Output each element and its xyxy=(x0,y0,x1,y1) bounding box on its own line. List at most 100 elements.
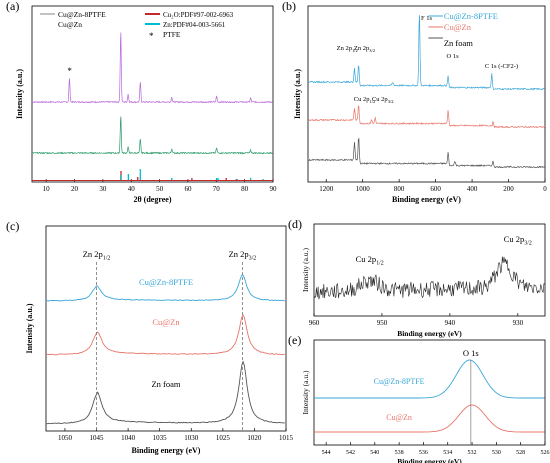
x-tick-label: 534 xyxy=(443,450,452,456)
x-tick-label: 1030 xyxy=(184,434,199,442)
peak-label: C 1s (-CF2-) xyxy=(485,63,518,70)
x-tick-label: 930 xyxy=(513,319,524,327)
x-tick-label: 536 xyxy=(419,450,428,456)
peak-label: O 1s xyxy=(463,348,479,358)
x-tick-label: 950 xyxy=(377,319,388,327)
x-tick-label: 1050 xyxy=(58,434,73,442)
y-axis-label: Intensity (a.u.) xyxy=(293,69,302,119)
x-tick-label: 70 xyxy=(213,185,221,193)
panel-c: 1050 1045 1040 1035 1030 1025 1020 1015 Binding … xyxy=(6,219,294,455)
y-axis-label: Intensity (a.u.) xyxy=(301,370,310,414)
x-tick-label: 90 xyxy=(270,185,278,193)
x-axis-label: Binding energy (eV) xyxy=(132,446,201,455)
peak-label: O 1s xyxy=(447,53,460,60)
x-tick-label: 30 xyxy=(99,185,107,193)
plot-frame xyxy=(31,5,274,183)
series-line xyxy=(45,360,285,425)
ptfe-marker: * xyxy=(67,66,72,76)
legend-label: Zn:PDF#04-003-5661 xyxy=(163,21,226,29)
legend-label: Cu@Zn-8PTFE xyxy=(444,11,498,21)
plot-frame xyxy=(313,223,546,317)
x-tick-label: 540 xyxy=(370,450,379,456)
legend-label: Cu@Zn-8PTFE xyxy=(58,10,106,19)
series-line xyxy=(314,359,545,399)
y-axis-label: Intensity (a.u.) xyxy=(301,248,310,292)
plot-frame xyxy=(313,339,546,446)
legend-marker: * xyxy=(149,31,154,41)
series-label: Cu@Zn xyxy=(386,413,412,422)
panel-d: 960 950 940 930 Binding energy (eV) Intensity… xyxy=(288,217,546,338)
peak-label: Cu 2p3/2 xyxy=(504,234,532,247)
y-axis-label: Intensity (a.u.) xyxy=(25,303,34,353)
legend-label: Cu@Zn xyxy=(58,20,82,29)
panel-tag: (e) xyxy=(288,333,301,347)
plot-frame xyxy=(307,5,546,183)
plot-frame xyxy=(45,225,287,432)
x-tick-label: 1200 xyxy=(319,185,334,193)
x-tick-label: 1035 xyxy=(153,434,168,442)
series-line xyxy=(307,137,546,169)
x-tick-label: 200 xyxy=(503,185,514,193)
x-tick-label: 10 xyxy=(43,185,51,193)
series-line-cu-zn-8ptfe xyxy=(31,32,273,104)
x-tick-label: 526 xyxy=(541,450,550,456)
x-tick-label: 0 xyxy=(543,185,547,193)
peak-label: F 1s xyxy=(421,15,432,22)
panel-a: 10 20 30 40 50 60 70 80 90 2θ (degree) Intensity (… xyxy=(6,0,277,204)
x-tick-label: 50 xyxy=(156,185,164,193)
x-tick-label: 940 xyxy=(445,319,456,327)
panel-tag: (d) xyxy=(288,217,302,231)
series-line xyxy=(45,274,285,302)
legend-label: PTFE xyxy=(163,30,181,39)
x-tick-label: 960 xyxy=(309,319,320,327)
peak-label: Cu 2p3/2 xyxy=(372,96,394,104)
series-label: Zn foam xyxy=(151,379,180,389)
x-tick-label: 40 xyxy=(128,185,136,193)
series-line xyxy=(308,15,546,91)
panel-e: 544 542 540 538 536 534 532 530 528 526 Binding en… xyxy=(288,333,550,463)
x-axis-label: Binding energy (eV) xyxy=(397,329,462,338)
x-axis-label: Binding energy (eV) xyxy=(397,457,462,463)
x-tick-label: 800 xyxy=(394,185,405,193)
series-line-cu-zn xyxy=(32,116,273,155)
x-tick-label: 1045 xyxy=(90,434,105,442)
series-label: Cu@Zn-8PTFE xyxy=(374,377,425,386)
panel-b: 1200 1000 800 600 400 200 0 Binding energy (eV)… xyxy=(282,0,547,204)
series-label: Cu@Zn-8PTFE xyxy=(139,277,193,287)
x-tick-label: 1025 xyxy=(216,434,231,442)
x-tick-label: 60 xyxy=(184,185,192,193)
panel-tag: (b) xyxy=(282,0,296,13)
x-tick-label: 544 xyxy=(322,450,331,456)
peak-label: Zn 2p3/2 xyxy=(229,249,257,262)
peak-label: Cu 2p1/2 xyxy=(354,96,376,104)
x-tick-label: 20 xyxy=(71,185,79,193)
x-tick-label: 600 xyxy=(430,185,441,193)
x-tick-label: 400 xyxy=(467,185,478,193)
panel-tag: (c) xyxy=(6,219,19,233)
x-tick-label: 80 xyxy=(241,185,249,193)
x-tick-label: 542 xyxy=(346,450,355,456)
legend-label: Cu₂O:PDF#97-002-6963 xyxy=(163,11,234,19)
series-label: Cu@Zn xyxy=(152,317,180,327)
legend-label: Cu@Zn xyxy=(444,22,472,32)
x-tick-label: 528 xyxy=(516,450,525,456)
peak-label: Zn 2p1/2 xyxy=(337,45,359,53)
y-axis-label: Intensity (a.u.) xyxy=(15,69,24,119)
x-tick-label: 538 xyxy=(395,450,404,456)
x-tick-label: 1000 xyxy=(356,185,371,193)
legend-label: Zn foam xyxy=(444,38,473,48)
x-tick-label: 1020 xyxy=(247,434,262,442)
series-line xyxy=(313,256,545,300)
peak-label: Cu 2p1/2 xyxy=(356,254,384,267)
series-line xyxy=(314,404,545,433)
peak-label: Zn 2p1/2 xyxy=(83,249,111,262)
series-line xyxy=(308,105,546,129)
x-tick-label: 1015 xyxy=(279,434,294,442)
x-tick-label: 532 xyxy=(468,450,477,456)
x-axis-label: Binding energy (eV) xyxy=(392,195,461,204)
peak-label: Zn 2p3/2 xyxy=(354,45,376,53)
x-axis-label: 2θ (degree) xyxy=(133,195,171,204)
panel-tag: (a) xyxy=(6,0,19,13)
series-line xyxy=(45,314,285,356)
